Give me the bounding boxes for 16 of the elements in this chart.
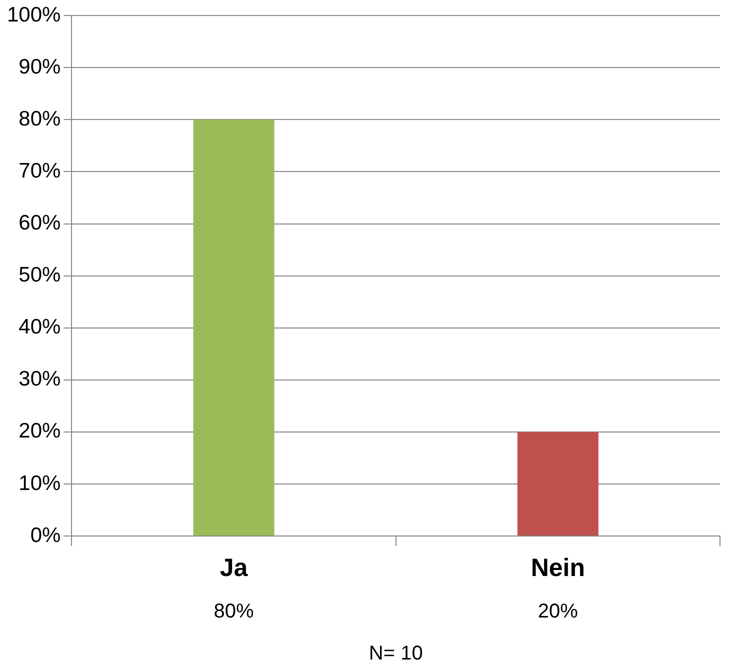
text: N= 10 bbox=[368, 642, 423, 665]
y-tick-label: 80% bbox=[18, 107, 61, 130]
y-tick-label: 20% bbox=[18, 420, 61, 443]
data-label: 80% bbox=[214, 600, 254, 623]
y-tick-label: 70% bbox=[18, 160, 61, 183]
y-tick-label: 100% bbox=[6, 3, 61, 26]
y-tick-label: 10% bbox=[18, 472, 61, 495]
y-tick-label: 30% bbox=[18, 368, 61, 391]
y-tick-label: 60% bbox=[18, 212, 61, 235]
y-tick-label: 40% bbox=[18, 316, 61, 339]
y-tick-label: 90% bbox=[18, 55, 61, 78]
y-tick-label: 0% bbox=[30, 524, 61, 547]
x-tick-label: Ja bbox=[220, 554, 249, 582]
x-tick-label: Nein bbox=[530, 554, 586, 582]
data-label: 20% bbox=[538, 600, 578, 623]
y-tick-label: 50% bbox=[18, 264, 61, 287]
